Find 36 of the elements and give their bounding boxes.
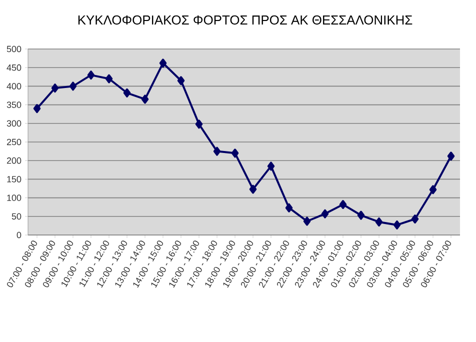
point xyxy=(285,203,293,212)
point xyxy=(447,152,455,161)
point xyxy=(249,184,257,194)
point xyxy=(213,146,221,156)
chart-title: ΚΥΚΛΟΦΟΡΙΑΚΟΣ ΦΟΡΤΟΣ ΠΡΟΣ ΑΚ ΘΕΣΣΑΛΟΝΙΚΗΣ xyxy=(78,15,412,25)
point xyxy=(141,94,149,104)
y-tick-label: 150 xyxy=(7,176,22,182)
point xyxy=(357,210,365,220)
point xyxy=(321,209,329,218)
point xyxy=(195,120,203,129)
y-tick-label: 500 xyxy=(6,46,22,52)
point xyxy=(411,214,419,224)
point xyxy=(159,58,167,68)
y-tick-label: 450 xyxy=(6,64,22,71)
point xyxy=(69,82,77,91)
point xyxy=(375,217,383,226)
point xyxy=(231,148,239,158)
point xyxy=(339,200,347,209)
point xyxy=(87,70,95,80)
y-tick-label: 100 xyxy=(7,194,22,201)
point xyxy=(105,74,113,84)
y-tick-label: 400 xyxy=(6,83,22,90)
y-tick-label: 50 xyxy=(12,213,22,220)
y-tick-label: 300 xyxy=(6,120,22,127)
point xyxy=(429,185,437,194)
y-tick-label: 250 xyxy=(6,138,22,146)
y-tick-label: 200 xyxy=(6,157,22,164)
point xyxy=(51,84,59,93)
point xyxy=(33,104,41,114)
point xyxy=(303,216,311,226)
y-tick-label: 350 xyxy=(6,102,22,108)
point xyxy=(267,162,275,171)
point xyxy=(177,76,185,86)
point xyxy=(123,88,131,98)
y-tick-label: 0 xyxy=(16,232,22,238)
point xyxy=(393,220,401,230)
